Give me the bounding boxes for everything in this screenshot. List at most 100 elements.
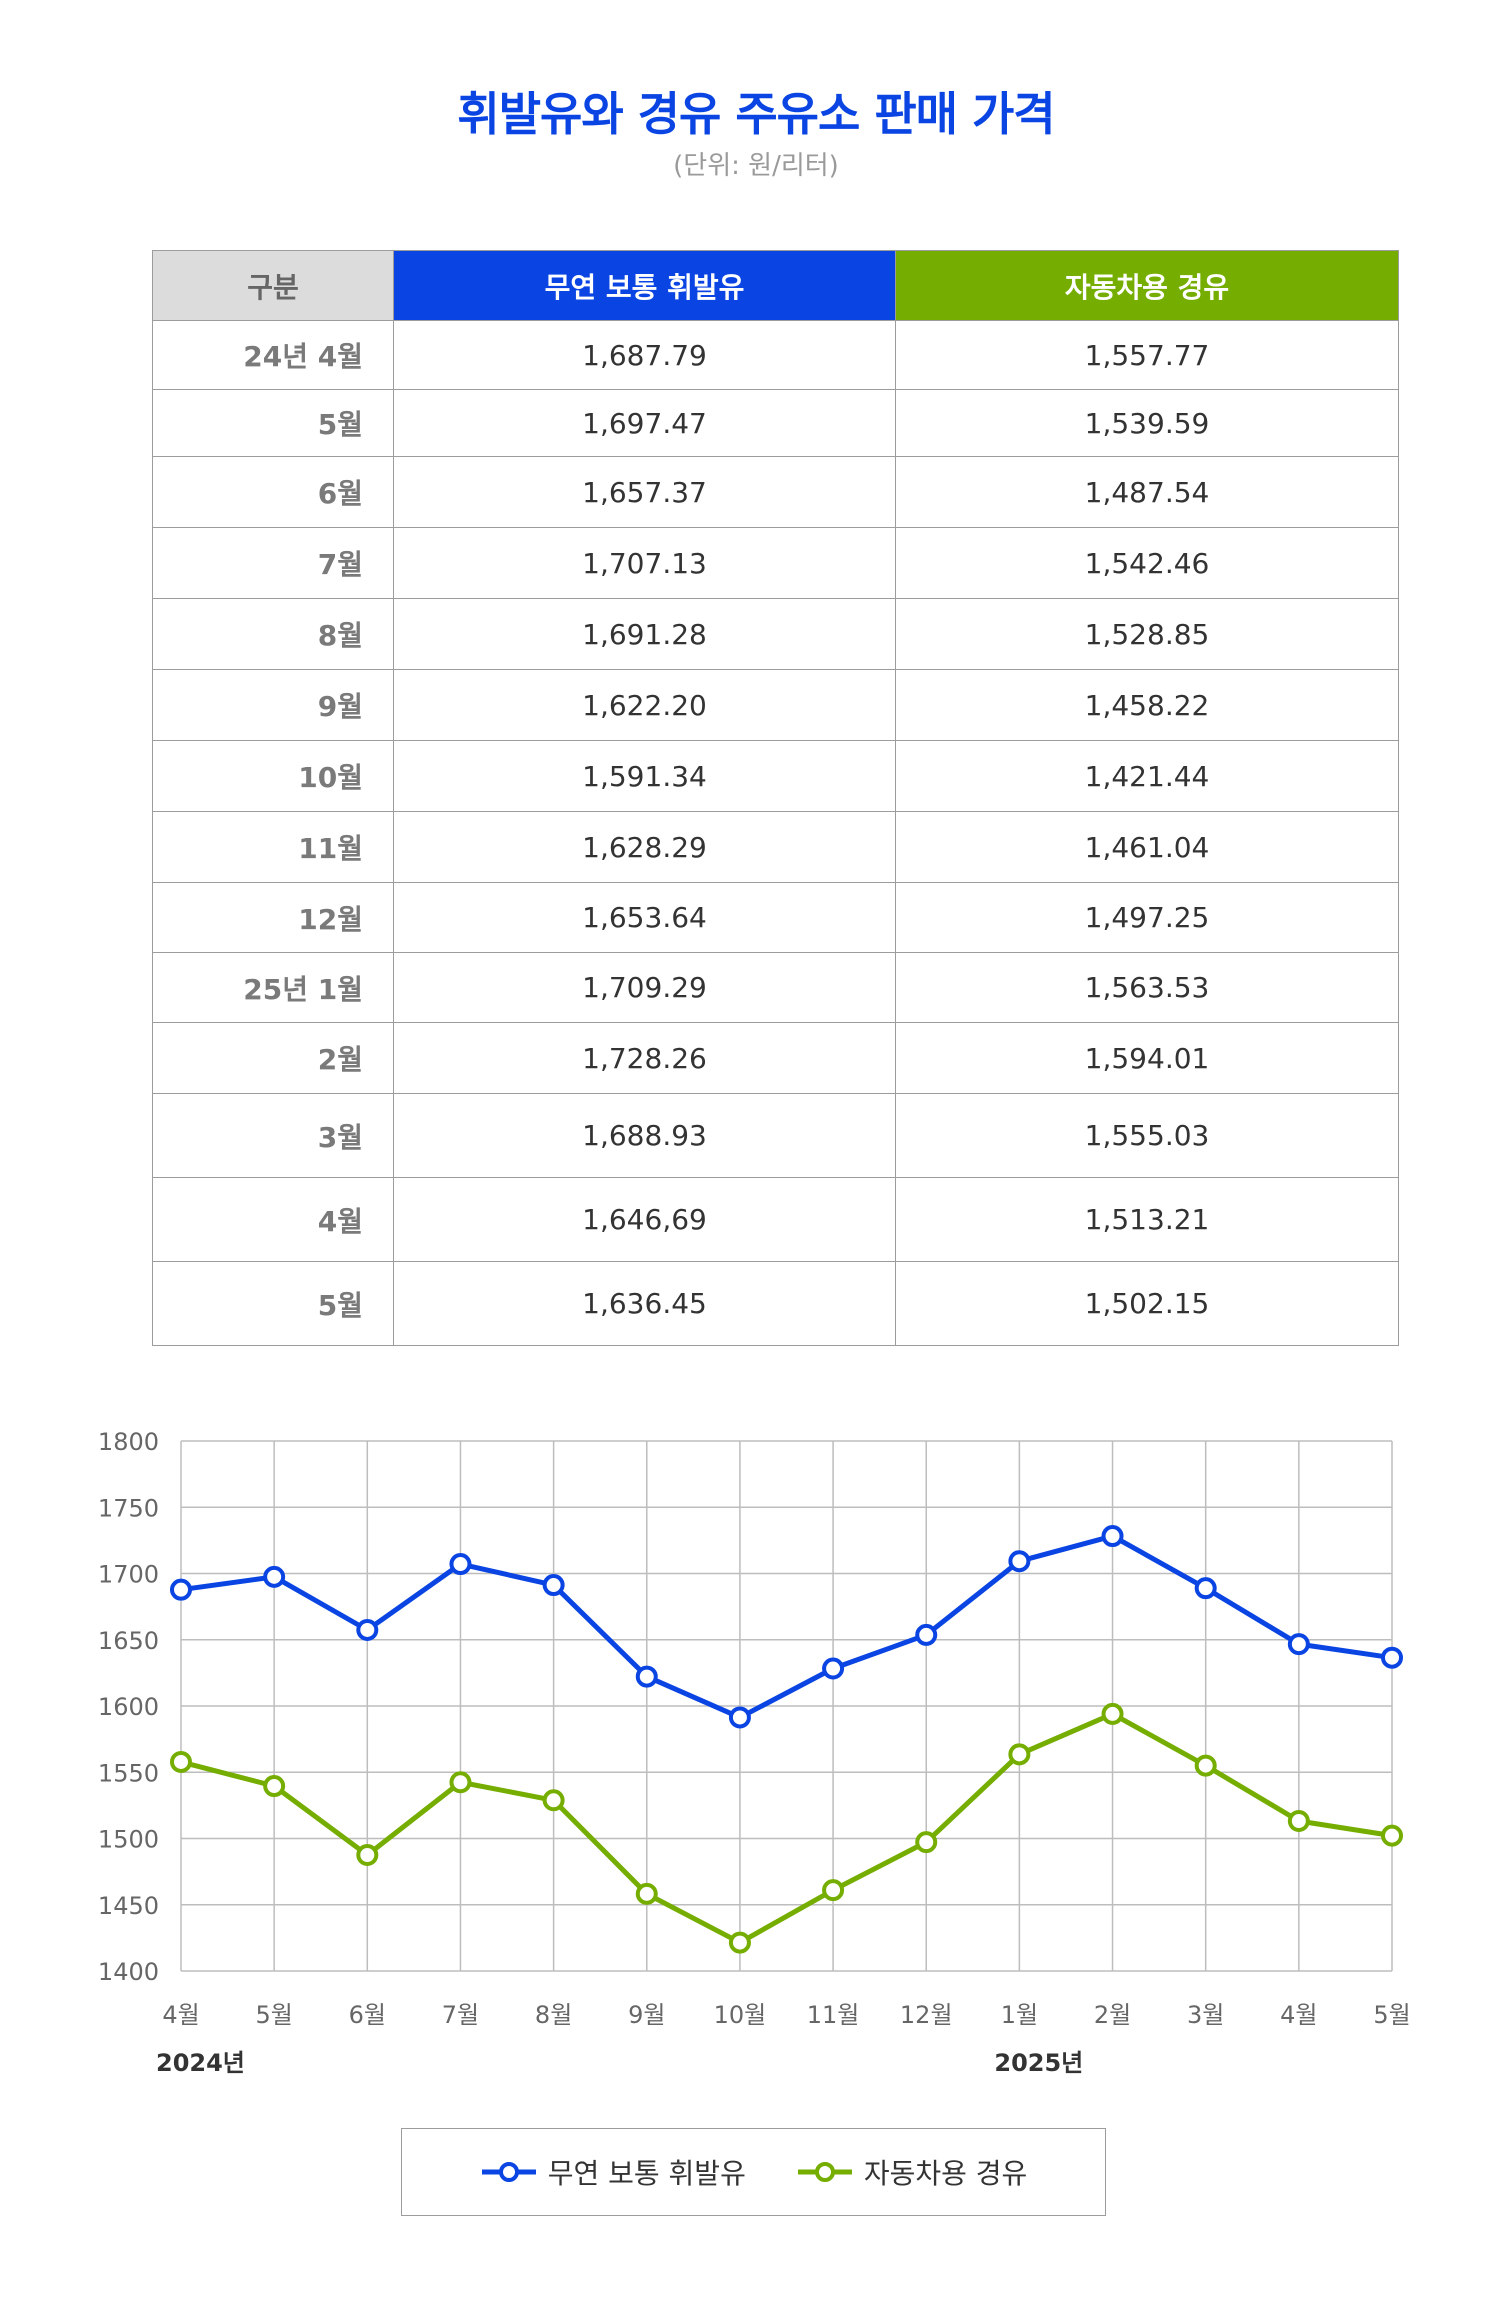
data-point-gasoline: [263, 1565, 286, 1588]
gasoline-price-cell: 1,728.26: [393, 1022, 896, 1094]
y-tick-label: 1400: [98, 1958, 159, 1986]
data-point-gasoline: [728, 1706, 751, 1729]
year-label: 2024년: [156, 2049, 245, 2077]
diesel-price-cell: 1,555.03: [895, 1093, 1399, 1178]
table-body: 24년 4월 1,687.79 1,557.77 5월 1,697.47 1,539.59…: [152, 320, 1399, 1346]
row-category-cell: 11월: [152, 811, 394, 883]
data-point-gasoline: [915, 1623, 938, 1646]
legend-item-gasoline: 무연 보통 휘발유: [480, 2152, 746, 2192]
gasoline-price-cell: 1,646,69: [393, 1177, 896, 1262]
gasoline-price-cell: 1,636.45: [393, 1261, 896, 1346]
table-row: 2월 1,728.26 1,594.01: [152, 1022, 1399, 1094]
data-point-diesel: [356, 1844, 379, 1867]
gasoline-price-cell: 1,622.20: [393, 669, 896, 741]
legend-label-gasoline: 무연 보통 휘발유: [547, 2157, 746, 2190]
gasoline-price-cell: 1,628.29: [393, 811, 896, 883]
data-point-gasoline: [822, 1657, 845, 1680]
y-tick-label: 1500: [98, 1826, 159, 1854]
data-point-diesel: [1008, 1743, 1031, 1766]
data-point-gasoline: [1381, 1646, 1403, 1669]
data-point-diesel: [635, 1882, 658, 1905]
legend-label-diesel: 자동차용 경유: [863, 2157, 1028, 2190]
diesel-price-cell: 1,458.22: [895, 669, 1399, 741]
table-row: 5월 1,636.45 1,502.15: [152, 1261, 1399, 1346]
y-tick-label: 1450: [98, 1892, 159, 1920]
gasoline-price-cell: 1,657.37: [393, 456, 896, 528]
x-tick-label: 12월: [900, 2001, 953, 2029]
gasoline-price-cell: 1,653.64: [393, 882, 896, 953]
diesel-price-cell: 1,421.44: [895, 740, 1399, 812]
row-category-cell: 4월: [152, 1177, 394, 1262]
row-category-cell: 5월: [152, 389, 394, 457]
x-tick-label: 5월: [1373, 2001, 1410, 2029]
legend-item-diesel: 자동차용 경유: [796, 2152, 1027, 2192]
table-row: 9월 1,622.20 1,458.22: [152, 669, 1399, 741]
y-tick-label: 1550: [98, 1759, 159, 1787]
data-point-diesel: [822, 1879, 845, 1902]
year-label: 2025년: [994, 2049, 1083, 2077]
data-point-diesel: [1194, 1754, 1217, 1777]
data-point-diesel: [915, 1831, 938, 1854]
y-tick-label: 1600: [98, 1693, 159, 1721]
x-tick-label: 4월: [1280, 2001, 1317, 2029]
gasoline-price-cell: 1,691.28: [393, 598, 896, 670]
row-category-cell: 10월: [152, 740, 394, 812]
column-header-diesel: 자동차용 경유: [895, 250, 1399, 321]
price-table: 구분 무연 보통 휘발유 자동차용 경유 24년 4월 1,687.79 1,557…: [152, 250, 1399, 1346]
row-category-cell: 3월: [152, 1093, 394, 1178]
data-point-gasoline: [1194, 1577, 1217, 1600]
x-tick-label: 1월: [1001, 2001, 1038, 2029]
series-line-gasoline: [180, 1533, 1393, 1720]
data-point-gasoline: [635, 1665, 658, 1688]
diesel-price-cell: 1,487.54: [895, 456, 1399, 528]
legend-swatch-gasoline: [481, 2162, 536, 2182]
table-row: 5월 1,697.47 1,539.59: [152, 389, 1399, 457]
table-row: 11월 1,628.29 1,461.04: [152, 811, 1399, 883]
data-point-gasoline: [1008, 1550, 1031, 1573]
x-tick-label: 8월: [535, 2001, 572, 2029]
data-point-gasoline: [542, 1574, 565, 1597]
gasoline-price-cell: 1,688.93: [393, 1093, 896, 1178]
data-point-diesel: [1101, 1702, 1124, 1725]
x-tick-label: 7월: [442, 2001, 479, 2029]
table-row: 3월 1,688.93 1,555.03: [152, 1093, 1399, 1178]
table-row: 4월 1,646,69 1,513.21: [152, 1177, 1399, 1262]
data-point-gasoline: [356, 1618, 379, 1641]
data-point-diesel: [728, 1931, 751, 1954]
diesel-price-cell: 1,502.15: [895, 1261, 1399, 1346]
row-category-cell: 24년 4월: [152, 320, 394, 390]
row-category-cell: 8월: [152, 598, 394, 670]
x-tick-label: 10월: [714, 2001, 767, 2029]
x-tick-label: 9월: [628, 2001, 665, 2029]
gasoline-price-cell: 1,697.47: [393, 389, 896, 457]
y-tick-label: 1800: [98, 1428, 159, 1456]
diesel-price-cell: 1,528.85: [895, 598, 1399, 670]
table-row: 8월 1,691.28 1,528.85: [152, 598, 1399, 670]
row-category-cell: 7월: [152, 527, 394, 599]
table-row: 24년 4월 1,687.79 1,557.77: [152, 320, 1399, 390]
table-row: 7월 1,707.13 1,542.46: [152, 527, 1399, 599]
table-row: 6월 1,657.37 1,487.54: [152, 456, 1399, 528]
gasoline-price-cell: 1,707.13: [393, 527, 896, 599]
chart-title: 휘발유와 경유 주유소 판매 가격: [457, 87, 1055, 141]
line-chart-svg: 1400 1450 1500 1550 1600 1650 1700 1750 1800 4월 5월…: [98, 1428, 1411, 2077]
row-category-cell: 2월: [152, 1022, 394, 1094]
diesel-price-cell: 1,497.25: [895, 882, 1399, 953]
data-point-gasoline: [170, 1578, 192, 1601]
row-category-cell: 12월: [152, 882, 394, 953]
data-point-diesel: [542, 1789, 565, 1812]
series-line-diesel: [180, 1711, 1393, 1946]
data-point-diesel: [1287, 1809, 1310, 1832]
chart-legend: 무연 보통 휘발유 자동차용 경유: [401, 2128, 1106, 2216]
diesel-price-cell: 1,563.53: [895, 952, 1399, 1023]
line-chart: 1400 1450 1500 1550 1600 1650 1700 1750 1800 4월 5월…: [0, 1420, 1512, 2120]
legend-swatch-diesel: [797, 2162, 852, 2182]
gasoline-price-cell: 1,591.34: [393, 740, 896, 812]
data-point-diesel: [449, 1771, 472, 1794]
data-point-gasoline: [1287, 1633, 1310, 1656]
row-category-cell: 6월: [152, 456, 394, 528]
gasoline-price-cell: 1,709.29: [393, 952, 896, 1023]
table-header-row: 구분 무연 보통 휘발유 자동차용 경유: [152, 250, 1399, 321]
diesel-price-cell: 1,542.46: [895, 527, 1399, 599]
y-tick-label: 1700: [98, 1561, 159, 1589]
